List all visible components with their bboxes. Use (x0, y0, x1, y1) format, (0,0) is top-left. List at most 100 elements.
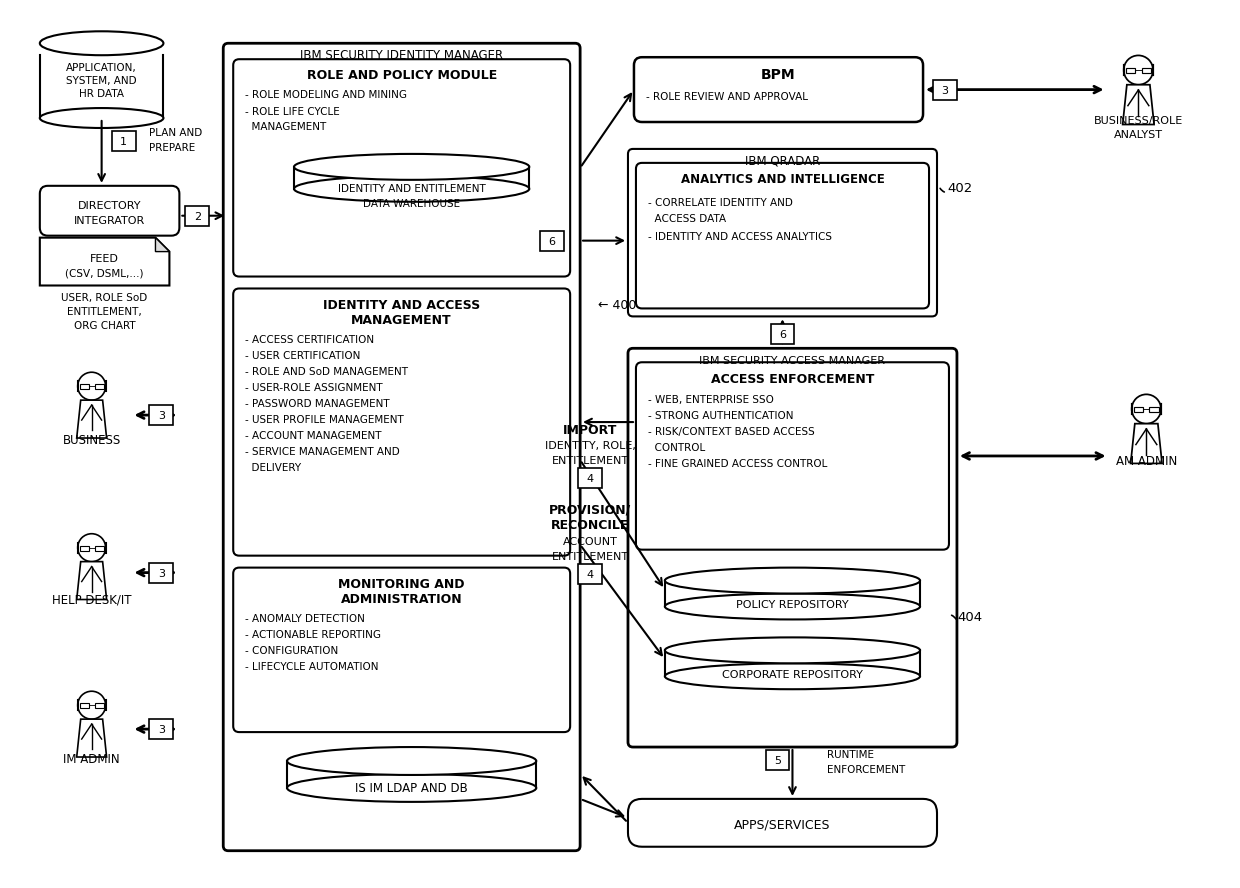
Text: RECONCILE: RECONCILE (551, 519, 629, 532)
Text: PREPARE: PREPARE (150, 143, 196, 153)
Text: IMPORT: IMPORT (563, 424, 618, 437)
Text: AM ADMIN: AM ADMIN (1116, 456, 1177, 469)
Text: IM ADMIN: IM ADMIN (63, 752, 120, 765)
Text: 5: 5 (774, 756, 781, 766)
Text: - PASSWORD MANAGEMENT: - PASSWORD MANAGEMENT (246, 399, 389, 409)
Bar (770, 324, 795, 345)
FancyBboxPatch shape (223, 44, 580, 851)
Ellipse shape (40, 108, 164, 128)
Text: - WEB, ENTERPRISE SSO: - WEB, ENTERPRISE SSO (649, 395, 774, 405)
Text: PLAN AND: PLAN AND (150, 128, 202, 138)
Text: CORPORATE REPOSITORY: CORPORATE REPOSITORY (722, 670, 863, 680)
FancyBboxPatch shape (40, 186, 180, 235)
Text: - RISK/CONTEXT BASED ACCESS: - RISK/CONTEXT BASED ACCESS (649, 427, 815, 437)
Text: - ROLE MODELING AND MINING: - ROLE MODELING AND MINING (246, 90, 407, 100)
Bar (294, 167, 529, 189)
Text: APPS/SERVICES: APPS/SERVICES (734, 819, 831, 831)
Bar (541, 231, 564, 250)
Text: - ACCOUNT MANAGEMENT: - ACCOUNT MANAGEMENT (246, 431, 382, 441)
Text: - ACTIONABLE REPORTING: - ACTIONABLE REPORTING (246, 630, 381, 640)
Text: DELIVERY: DELIVERY (246, 463, 301, 473)
Text: 6: 6 (549, 236, 556, 247)
Bar (765, 750, 790, 770)
Text: DIRECTORY: DIRECTORY (78, 201, 141, 210)
Text: ENFORCEMENT: ENFORCEMENT (827, 765, 905, 775)
Bar (94, 546, 104, 551)
Text: ← 400: ← 400 (598, 299, 636, 312)
FancyBboxPatch shape (627, 348, 957, 747)
Circle shape (78, 691, 105, 719)
Text: ANALYTICS AND INTELLIGENCE: ANALYTICS AND INTELLIGENCE (681, 173, 884, 186)
Polygon shape (77, 400, 107, 438)
Bar (94, 703, 104, 708)
Text: - ANOMALY DETECTION: - ANOMALY DETECTION (246, 614, 365, 624)
Text: 1: 1 (120, 137, 126, 147)
Text: - STRONG AUTHENTICATION: - STRONG AUTHENTICATION (649, 411, 794, 421)
Polygon shape (155, 238, 170, 251)
Circle shape (1132, 394, 1161, 424)
Text: 402: 402 (947, 182, 972, 195)
Text: 4: 4 (587, 474, 594, 484)
Bar (112, 131, 135, 151)
Text: ACCESS DATA: ACCESS DATA (649, 214, 727, 224)
Bar (665, 650, 920, 677)
Bar (185, 206, 210, 226)
Text: USER, ROLE SoD: USER, ROLE SoD (62, 293, 148, 304)
Text: HELP DESK/IT: HELP DESK/IT (52, 593, 131, 606)
Text: - USER PROFILE MANAGEMENT: - USER PROFILE MANAGEMENT (246, 415, 404, 425)
Bar (286, 761, 536, 788)
Text: 3: 3 (941, 85, 949, 96)
Text: MONITORING AND: MONITORING AND (339, 578, 465, 591)
Ellipse shape (40, 31, 164, 55)
Text: - IDENTITY AND ACCESS ANALYTICS: - IDENTITY AND ACCESS ANALYTICS (649, 232, 832, 242)
Text: IDENTITY, ROLE,: IDENTITY, ROLE, (544, 441, 636, 451)
Bar (79, 385, 89, 389)
Ellipse shape (286, 774, 536, 802)
Text: ENTITLEMENT,: ENTITLEMENT, (67, 307, 143, 317)
FancyBboxPatch shape (627, 149, 937, 316)
Text: - LIFECYCLE AUTOMATION: - LIFECYCLE AUTOMATION (246, 662, 378, 672)
Text: BUSINESS/ROLE: BUSINESS/ROLE (1094, 116, 1183, 126)
Text: ENTITLEMENT: ENTITLEMENT (552, 456, 629, 466)
Text: APPLICATION,: APPLICATION, (66, 63, 136, 73)
Bar (79, 546, 89, 551)
Ellipse shape (294, 154, 529, 180)
Text: DATA WAREHOUSE: DATA WAREHOUSE (363, 199, 460, 209)
Text: 404: 404 (957, 611, 982, 624)
Text: (CSV, DSML,...): (CSV, DSML,...) (66, 268, 144, 279)
Text: - ROLE AND SoD MANAGEMENT: - ROLE AND SoD MANAGEMENT (246, 368, 408, 377)
Text: 6: 6 (779, 330, 786, 340)
Bar (932, 80, 957, 99)
Text: SYSTEM, AND: SYSTEM, AND (66, 76, 136, 86)
Text: - SERVICE MANAGEMENT AND: - SERVICE MANAGEMENT AND (246, 447, 401, 457)
FancyBboxPatch shape (233, 567, 570, 732)
Bar (1149, 407, 1159, 412)
Circle shape (78, 372, 105, 400)
Bar (578, 564, 603, 583)
Circle shape (1123, 55, 1153, 84)
Text: - USER-ROLE ASSIGNMENT: - USER-ROLE ASSIGNMENT (246, 384, 383, 393)
Bar (150, 719, 174, 739)
Text: 3: 3 (157, 568, 165, 579)
Text: 2: 2 (193, 211, 201, 222)
Bar (150, 563, 174, 583)
Text: BPM: BPM (761, 68, 796, 83)
Text: INTEGRATOR: INTEGRATOR (74, 216, 145, 226)
Text: MANAGEMENT: MANAGEMENT (246, 122, 326, 132)
Text: ACCESS ENFORCEMENT: ACCESS ENFORCEMENT (711, 373, 874, 385)
Text: CONTROL: CONTROL (649, 443, 706, 453)
Text: - CONFIGURATION: - CONFIGURATION (246, 646, 339, 656)
Bar (94, 385, 104, 389)
Polygon shape (40, 238, 170, 286)
Bar (150, 405, 174, 425)
Text: - FINE GRAINED ACCESS CONTROL: - FINE GRAINED ACCESS CONTROL (649, 459, 827, 469)
Bar (1126, 68, 1136, 73)
Text: - CORRELATE IDENTITY AND: - CORRELATE IDENTITY AND (649, 198, 792, 208)
FancyBboxPatch shape (634, 57, 923, 122)
Ellipse shape (294, 176, 529, 202)
Text: PROVISION/: PROVISION/ (549, 503, 631, 516)
Text: - ACCESS CERTIFICATION: - ACCESS CERTIFICATION (246, 336, 374, 345)
Text: - USER CERTIFICATION: - USER CERTIFICATION (246, 352, 361, 361)
Text: BUSINESS: BUSINESS (62, 433, 120, 447)
Polygon shape (1131, 424, 1162, 464)
